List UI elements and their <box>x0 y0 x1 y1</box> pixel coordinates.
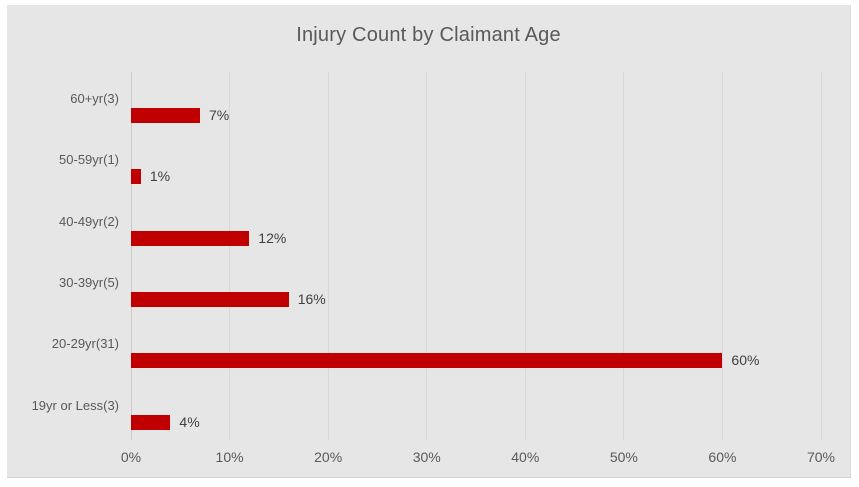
bar <box>131 169 141 185</box>
data-label: 4% <box>179 413 200 430</box>
x-tick-label: 70% <box>806 449 836 465</box>
category-label: 19yr or Less(3) <box>31 397 119 413</box>
x-tick-label: 60% <box>708 449 737 465</box>
bar <box>131 353 723 369</box>
value-axis-line <box>130 72 132 440</box>
gridline <box>721 72 723 440</box>
bar <box>131 230 250 246</box>
x-tick-label: 20% <box>314 449 343 465</box>
bar-row: 60+yr(3) 7% <box>70 72 821 133</box>
gridline <box>229 72 231 440</box>
category-label: 30-39yr(5) <box>59 275 119 290</box>
data-label: 16% <box>297 291 326 307</box>
x-tick-label: 40% <box>511 449 540 465</box>
gridline <box>524 72 526 440</box>
chart-panel: Injury Count by Claimant Age 0% 10% 20% 30%… <box>7 5 851 478</box>
bar-row: 50-59yr(1) 1% <box>59 133 821 194</box>
bar <box>131 292 289 307</box>
bar <box>131 414 171 430</box>
category-label: 40-49yr(2) <box>59 213 119 229</box>
gridline <box>820 72 822 440</box>
data-label: 60% <box>731 352 760 369</box>
bar-row: 19yr or Less(3) 4% <box>32 379 821 440</box>
bar-row: 40-49yr(2) 12% <box>59 195 821 256</box>
x-tick-label: 30% <box>412 449 441 465</box>
bar-row: 30-39yr(5) 16% <box>59 256 821 317</box>
plot-area: 0% 10% 20% 30% 40% 50% 60% 70% 60+yr(3) 7% 50-59yr… <box>32 72 835 465</box>
bar <box>131 108 200 123</box>
data-label: 1% <box>149 168 171 185</box>
data-label: 7% <box>209 107 230 123</box>
data-label: 12% <box>258 229 287 246</box>
gridline <box>327 72 329 440</box>
gridline <box>426 72 428 440</box>
category-label: 60+yr(3) <box>70 91 119 106</box>
category-label: 20-29yr(31) <box>51 336 119 352</box>
x-tick-label: 0% <box>120 449 142 465</box>
gridline <box>623 72 625 440</box>
bar-row: 20-29yr(31) 60% <box>52 317 821 378</box>
category-label: 50-59yr(1) <box>59 152 119 168</box>
chart-title: Injury Count by Claimant Age <box>296 24 561 46</box>
x-tick-label: 50% <box>609 449 638 465</box>
x-tick-label: 10% <box>215 449 244 465</box>
